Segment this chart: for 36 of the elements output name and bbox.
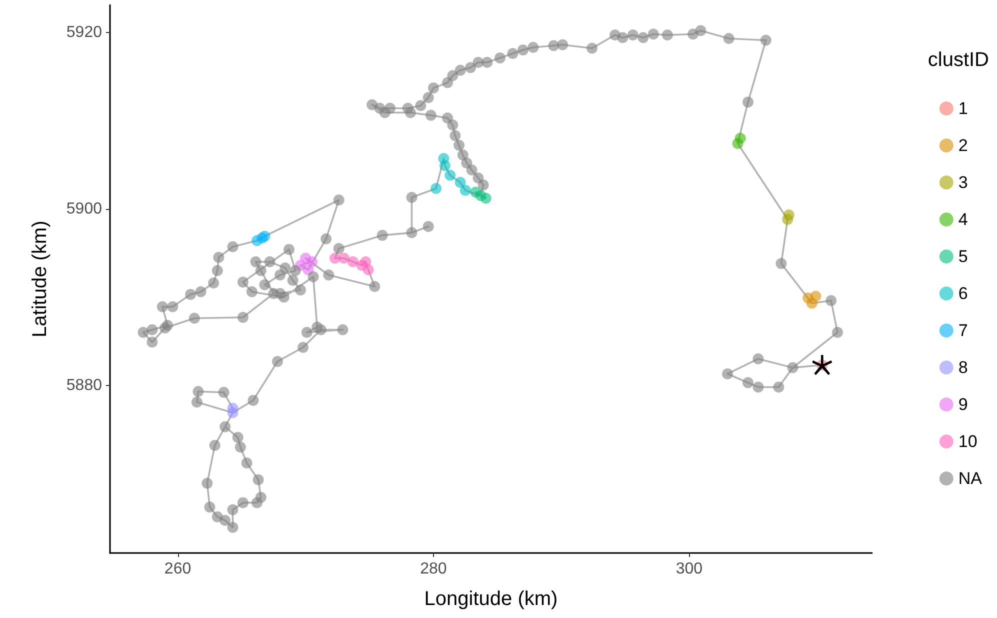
x-tick-label: 280 [420,560,447,578]
point [227,402,238,414]
legend-label: 2 [958,136,968,155]
legend-label: 7 [958,321,968,340]
legend-label: 6 [958,284,968,303]
legend-label: 10 [958,432,978,451]
y-tick-label: 5880 [66,376,102,394]
y-tick-label: 5900 [66,200,102,218]
y-tick-label: 5920 [66,24,102,41]
point [347,256,358,268]
point [252,235,263,246]
legend-title: clustID [928,49,989,71]
point [362,264,374,276]
legend-label: 4 [958,210,968,229]
point [438,153,450,164]
point [460,184,471,196]
x-axis-title: Longitude (km) [424,588,558,610]
point [430,183,442,194]
point [454,176,466,188]
legend-label: 5 [958,247,968,266]
legend-label: 1 [958,99,968,118]
legend-label: 3 [958,173,968,192]
point [470,186,482,198]
x-tick-label: 300 [676,560,703,578]
legend-label: NA [958,469,983,488]
point [810,290,822,302]
legend-label: 9 [958,395,968,414]
point [480,192,492,204]
point [444,170,456,181]
y-axis-title: Latitude (km) [29,220,51,338]
point [783,210,794,221]
point [734,132,746,144]
legend-label: 8 [958,358,968,377]
point [812,355,832,376]
x-tick-label: 260 [164,560,192,578]
point [338,252,350,264]
